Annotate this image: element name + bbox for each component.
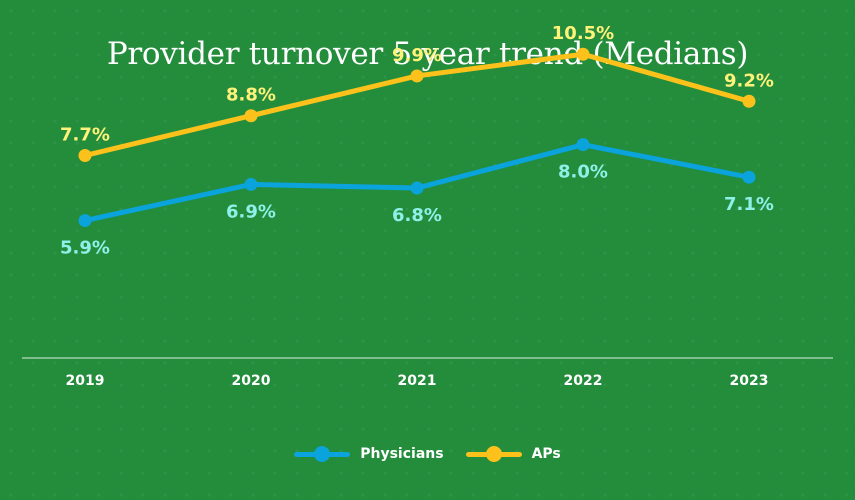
legend-item-aps[interactable]: APs [465, 446, 561, 462]
series-layer: 5.9% 6.9% 6.8% 8.0% 7.1% 7.7% 8.8% 9.9% 10.5% 9.2… [60, 23, 774, 258]
data-point-physicians-2021[interactable] [410, 181, 424, 195]
data-point-physicians-2023[interactable] [742, 170, 756, 184]
data-label-aps-2022: 10.5% [552, 23, 614, 44]
data-label-physicians-2021: 6.8% [392, 205, 442, 226]
data-label-aps-2020: 8.8% [226, 85, 276, 106]
data-point-aps-2021[interactable] [410, 69, 424, 83]
data-label-aps-2021: 9.9% [392, 45, 442, 66]
legend-label-physicians: Physicians [360, 446, 444, 462]
data-label-physicians-2023: 7.1% [724, 194, 774, 215]
data-label-aps-2019: 7.7% [60, 124, 110, 145]
data-point-aps-2022[interactable] [576, 47, 590, 61]
data-label-physicians-2019: 5.9% [60, 238, 110, 259]
legend-swatch-aps [465, 446, 522, 462]
data-label-physicians-2022: 8.0% [558, 162, 608, 183]
data-point-physicians-2022[interactable] [576, 138, 590, 152]
x-tick-labels: 2019 2020 2021 2022 2023 [66, 373, 769, 389]
x-tick-label-2022: 2022 [564, 373, 603, 389]
chart-title: Provider turnover 5 year trend (Medians) [106, 36, 749, 72]
data-point-aps-2019[interactable] [78, 148, 92, 162]
x-tick-label-2020: 2020 [232, 373, 271, 389]
x-tick-label-2023: 2023 [730, 373, 769, 389]
legend-swatch-dot [314, 446, 331, 462]
series-aps: 7.7% 8.8% 9.9% 10.5% 9.2% [60, 23, 774, 162]
legend-item-physicians[interactable]: Physicians [294, 446, 444, 462]
data-label-aps-2023: 9.2% [724, 70, 774, 91]
series-physicians: 5.9% 6.9% 6.8% 8.0% 7.1% [60, 138, 774, 259]
x-tick-label-2021: 2021 [398, 373, 437, 389]
series-line-aps [82, 51, 752, 158]
data-point-aps-2023[interactable] [742, 94, 756, 108]
legend: Physicians APs [0, 446, 855, 462]
legend-label-aps: APs [531, 446, 561, 462]
data-point-physicians-2020[interactable] [244, 177, 258, 191]
legend-swatch-physicians [294, 446, 351, 462]
x-tick-label-2019: 2019 [66, 373, 105, 389]
data-label-physicians-2020: 6.9% [226, 201, 276, 222]
data-point-physicians-2019[interactable] [78, 214, 92, 228]
data-point-aps-2020[interactable] [244, 109, 258, 123]
legend-swatch-dot [485, 446, 502, 462]
